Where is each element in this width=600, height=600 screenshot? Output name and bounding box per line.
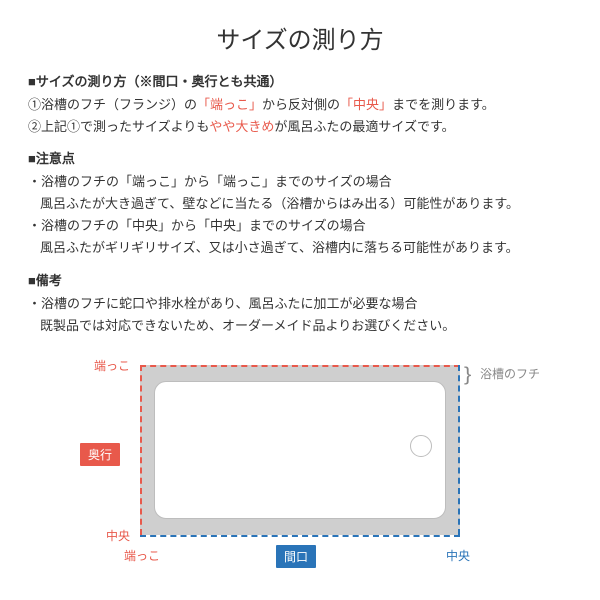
section-note-head: ■備考 <box>28 270 572 289</box>
label-bot-left: 端っこ <box>124 547 160 564</box>
dashed-right <box>458 365 460 535</box>
drain-icon <box>410 435 432 457</box>
t: が風呂ふたの最適サイズです。 <box>274 119 454 134</box>
note-1b: 既製品では対応できないため、オーダーメイド品よりお選びください。 <box>28 315 572 337</box>
dashed-top <box>140 365 460 367</box>
t: から反対側の <box>262 97 340 112</box>
badge-width-text: 間口 <box>276 545 316 568</box>
caution-2: ・浴槽のフチの「中央」から「中央」までのサイズの場合 <box>28 215 572 237</box>
t: ①浴槽のフチ（フランジ）の <box>28 97 197 112</box>
caution-1b: 風呂ふたが大き過ぎて、壁などに当たる（浴槽からはみ出る）可能性があります。 <box>28 193 572 215</box>
caution-1: ・浴槽のフチの「端っこ」から「端っこ」までのサイズの場合 <box>28 171 572 193</box>
dashed-bottom <box>140 535 460 537</box>
badge-depth-text: 奥行 <box>80 443 120 466</box>
hl-larger: やや大きめ <box>209 119 274 134</box>
label-edge: 浴槽のフチ <box>480 365 540 382</box>
hl-edge: 「端っこ」 <box>197 97 262 112</box>
section-measure-head: ■サイズの測り方（※間口・奥行とも共通） <box>28 71 572 90</box>
label-mid-center: 中央 <box>106 527 130 544</box>
note-1: ・浴槽のフチに蛇口や排水栓があり、風呂ふたに加工が必要な場合 <box>28 293 572 315</box>
t: ②上記①で測ったサイズよりも <box>28 119 209 134</box>
label-bot-right: 中央 <box>446 547 470 564</box>
tub-inner <box>154 381 446 519</box>
label-top-edge: 端っこ <box>94 357 130 374</box>
badge-depth: 奥行 <box>80 443 120 466</box>
measure-line-2: ②上記①で測ったサイズよりもやや大きめが風呂ふたの最適サイズです。 <box>28 116 572 138</box>
section-caution-head: ■注意点 <box>28 148 572 167</box>
t: までを測ります。 <box>392 97 495 112</box>
page-title: サイズの測り方 <box>28 20 572 55</box>
measure-line-1: ①浴槽のフチ（フランジ）の「端っこ」から反対側の「中央」までを測ります。 <box>28 94 572 116</box>
hl-center: 「中央」 <box>340 97 392 112</box>
dashed-left <box>140 365 142 535</box>
brace-icon: } <box>464 362 471 385</box>
badge-width: 間口 <box>276 545 316 568</box>
caution-2b: 風呂ふたがギリギリサイズ、又は小さ過ぎて、浴槽内に落ちる可能性があります。 <box>28 237 572 259</box>
diagram: 端っこ 中央 奥行 端っこ 中央 間口 } 浴槽のフチ <box>70 355 530 585</box>
